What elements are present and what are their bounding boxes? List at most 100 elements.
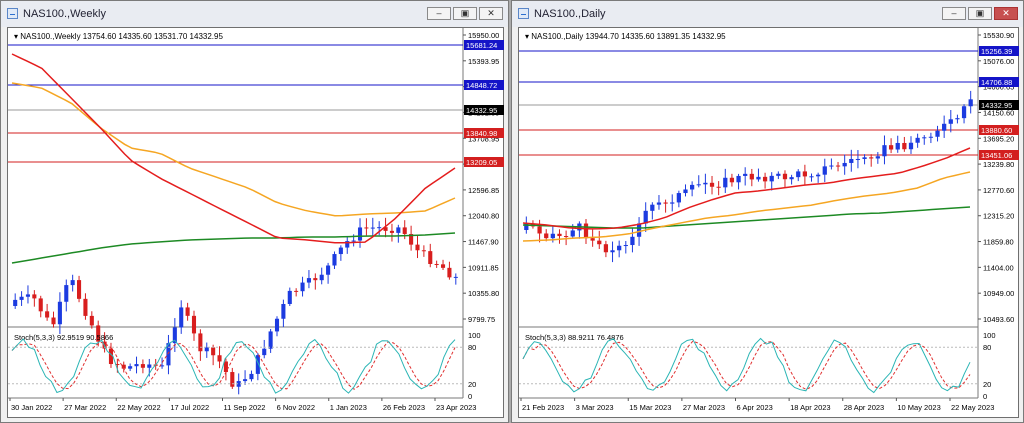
candle-body: [623, 245, 628, 247]
candle-body: [185, 307, 190, 316]
candle-body: [147, 364, 152, 368]
candle-body: [19, 296, 24, 300]
level-tag-current: [979, 100, 1019, 110]
time-axis-label: 17 Jul 2022: [170, 403, 209, 412]
candle-body: [935, 130, 940, 137]
candle-body: [440, 264, 446, 268]
candle-body: [83, 298, 88, 316]
price-chart-daily[interactable]: ▾ NAS100.,Daily 13944.70 14335.60 13891.…: [518, 27, 1019, 418]
candle-body: [377, 227, 382, 229]
moving-average-slow: [522, 206, 971, 229]
price-axis-label: 15393.95: [468, 57, 499, 66]
close-button[interactable]: ✕: [994, 7, 1018, 20]
stoch-signal-line: [522, 340, 971, 390]
candle-body: [332, 254, 337, 266]
candle-body: [160, 365, 165, 367]
candle-body: [729, 177, 735, 183]
candle-body: [829, 165, 834, 167]
candle-body: [57, 301, 62, 325]
candle-body: [415, 244, 420, 251]
candle-body: [888, 145, 894, 150]
candle-body: [121, 364, 126, 369]
candle-body: [802, 171, 807, 177]
price-axis-label: 9799.75: [468, 315, 495, 324]
price-chart-weekly[interactable]: ▾ NAS100.,Weekly 13754.60 14335.60 13531…: [7, 27, 504, 418]
candle-body: [300, 282, 305, 292]
candle-body: [262, 348, 267, 356]
candle-body: [389, 230, 394, 233]
close-button[interactable]: ✕: [479, 7, 503, 20]
stoch-signal-line: [11, 341, 456, 390]
candle-body: [683, 189, 688, 194]
candle-body: [776, 173, 781, 176]
candle-body: [89, 315, 94, 326]
candle-body: [809, 176, 814, 178]
candle-body: [822, 166, 827, 175]
candle-body: [51, 317, 56, 325]
restore-button[interactable]: –: [942, 7, 966, 20]
restore-button[interactable]: –: [427, 7, 451, 20]
time-axis-label: 27 Mar 2023: [683, 403, 725, 412]
candle-body: [610, 250, 615, 253]
candle-body: [968, 99, 973, 107]
level-tag-red: [464, 157, 504, 167]
candle-body: [172, 327, 177, 344]
candle-body: [670, 202, 675, 204]
candle-body: [583, 223, 589, 239]
candle-body: [274, 318, 280, 332]
chart-info-line: ▾ NAS100.,Daily 13944.70 14335.60 13891.…: [525, 32, 726, 41]
candle-body: [255, 355, 260, 374]
price-axis-label: 12770.60: [983, 186, 1014, 195]
candle-body: [453, 276, 458, 278]
title-bar-weekly[interactable]: NAS100.,Weekly – ▣ ✕: [1, 1, 508, 27]
level-tag-blue: [979, 46, 1019, 56]
price-axis-label: 11467.90: [468, 238, 499, 247]
candle-body: [211, 347, 216, 356]
candle-body: [676, 193, 681, 203]
candle-body: [835, 165, 841, 167]
stoch-axis-label: 0: [983, 392, 987, 401]
chart-canvas-weekly[interactable]: ▾ NAS100.,Weekly 13754.60 14335.60 13531…: [8, 28, 505, 419]
level-tag-label: 13840.98: [466, 129, 497, 138]
candle-body: [236, 381, 241, 387]
candle-body: [789, 177, 794, 180]
chart-window-weekly[interactable]: NAS100.,Weekly – ▣ ✕ ▾ NAS100.,Weekly 13…: [0, 0, 509, 423]
time-axis-label: 28 Apr 2023: [844, 403, 884, 412]
candle-body: [357, 227, 363, 241]
candle-body: [524, 223, 529, 230]
candle-body: [842, 162, 847, 167]
stoch-main-line: [11, 338, 456, 394]
candle-body: [421, 250, 426, 252]
candle-body: [656, 202, 662, 205]
candle-body: [636, 223, 642, 237]
candle-body: [563, 236, 569, 238]
candle-body: [370, 227, 375, 229]
price-axis-label: 10911.85: [468, 263, 499, 272]
candle-body: [383, 227, 388, 231]
level-tag-label: 13880.60: [981, 126, 1012, 135]
candle-body: [294, 290, 299, 292]
candle-body: [550, 233, 555, 239]
chart-window-daily[interactable]: NAS100.,Daily – ▣ ✕ ▾ NAS100.,Daily 1394…: [511, 0, 1024, 423]
candle-body: [862, 157, 867, 159]
candle-body: [134, 364, 139, 367]
candle-body: [306, 278, 311, 283]
restore-icon: –: [951, 8, 957, 18]
chart-canvas-daily[interactable]: ▾ NAS100.,Daily 13944.70 14335.60 13891.…: [519, 28, 1020, 419]
level-tag-blue: [464, 80, 504, 90]
stoch-axis-label: 100: [468, 331, 481, 340]
price-axis-label: 15076.00: [983, 57, 1014, 66]
candle-body: [428, 251, 433, 264]
candle-body: [955, 118, 960, 120]
restore-icon: –: [436, 8, 442, 18]
title-bar-daily[interactable]: NAS100.,Daily – ▣ ✕: [512, 1, 1023, 27]
moving-average-fast: [11, 53, 456, 244]
candle-body: [364, 227, 369, 229]
price-axis-label: 12315.20: [983, 212, 1014, 221]
maximize-button[interactable]: ▣: [453, 7, 477, 20]
candle-body: [749, 173, 754, 180]
candle-body: [643, 210, 648, 224]
candle-body: [243, 379, 248, 382]
time-axis-label: 27 Mar 2022: [64, 403, 106, 412]
maximize-button[interactable]: ▣: [968, 7, 992, 20]
